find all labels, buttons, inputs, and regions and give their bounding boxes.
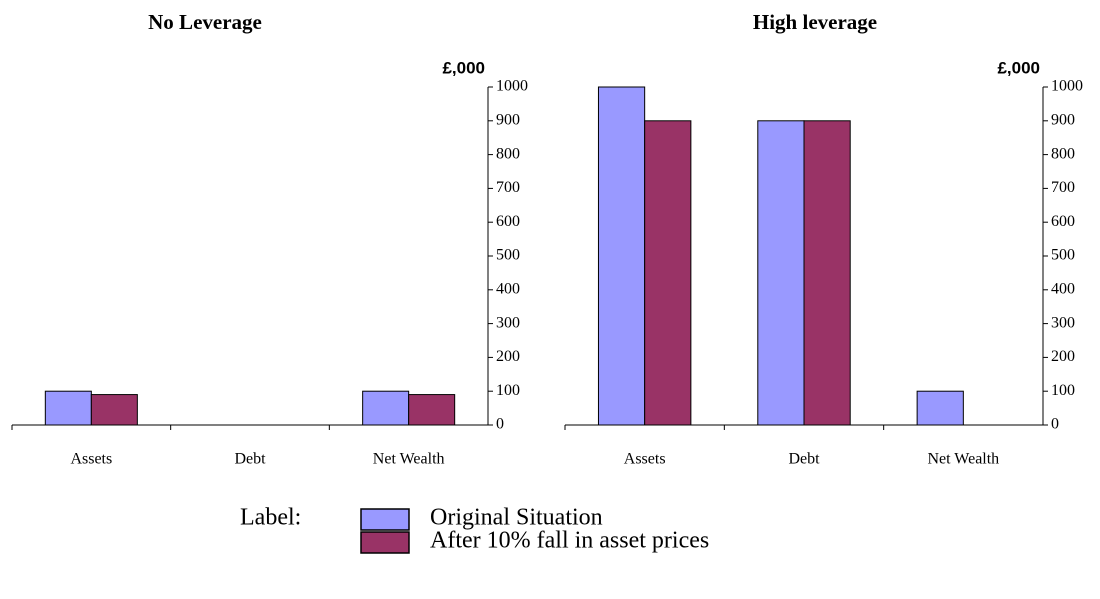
- x-tick-label: Debt: [788, 451, 820, 468]
- x-tick-label: Assets: [70, 451, 112, 468]
- y-tick-label: 900: [1051, 111, 1075, 128]
- legend-label: After 10% fall in asset prices: [430, 528, 709, 554]
- bar: [44, 390, 92, 426]
- y-tick-label: 700: [1051, 179, 1075, 196]
- x-tick-label: Net Wealth: [927, 451, 999, 468]
- y-axis-label: £,000: [997, 58, 1040, 77]
- legend-swatch: [360, 531, 410, 554]
- legend-label: Original Situation: [430, 505, 603, 531]
- y-tick-label: 200: [496, 348, 520, 365]
- x-tick-label: Debt: [234, 451, 266, 468]
- bar: [757, 120, 805, 426]
- y-tick-label: 300: [496, 314, 520, 331]
- y-tick-label: 400: [496, 280, 520, 297]
- legend-swatch: [360, 508, 410, 531]
- y-tick-label: 100: [1051, 382, 1075, 399]
- chart-title: High leverage: [753, 10, 877, 34]
- x-tick-label: Net Wealth: [373, 451, 445, 468]
- bar: [408, 394, 456, 426]
- chart-title: No Leverage: [148, 10, 262, 34]
- bar: [597, 86, 646, 426]
- y-tick-label: 200: [1051, 348, 1075, 365]
- y-tick-label: 500: [496, 247, 520, 264]
- y-tick-label: 0: [1051, 416, 1059, 433]
- y-tick-label: 500: [1051, 247, 1075, 264]
- y-tick-label: 300: [1051, 314, 1075, 331]
- y-tick-label: 1000: [1051, 78, 1083, 95]
- y-tick-label: 100: [496, 382, 520, 399]
- y-tick-label: 400: [1051, 280, 1075, 297]
- bar: [803, 120, 851, 426]
- y-tick-label: 600: [1051, 213, 1075, 230]
- y-tick-label: 0: [496, 416, 504, 433]
- y-tick-label: 700: [496, 179, 520, 196]
- y-axis-label: £,000: [442, 58, 485, 77]
- y-tick-label: 600: [496, 213, 520, 230]
- y-tick-label: 900: [496, 111, 520, 128]
- y-tick-label: 1000: [496, 78, 528, 95]
- bar: [362, 390, 410, 426]
- bar: [916, 390, 964, 426]
- y-tick-label: 800: [496, 145, 520, 162]
- x-tick-label: Assets: [624, 451, 666, 468]
- legend-title: Label:: [240, 505, 301, 531]
- y-tick-label: 800: [1051, 145, 1075, 162]
- bar: [644, 120, 692, 426]
- bar: [90, 394, 138, 426]
